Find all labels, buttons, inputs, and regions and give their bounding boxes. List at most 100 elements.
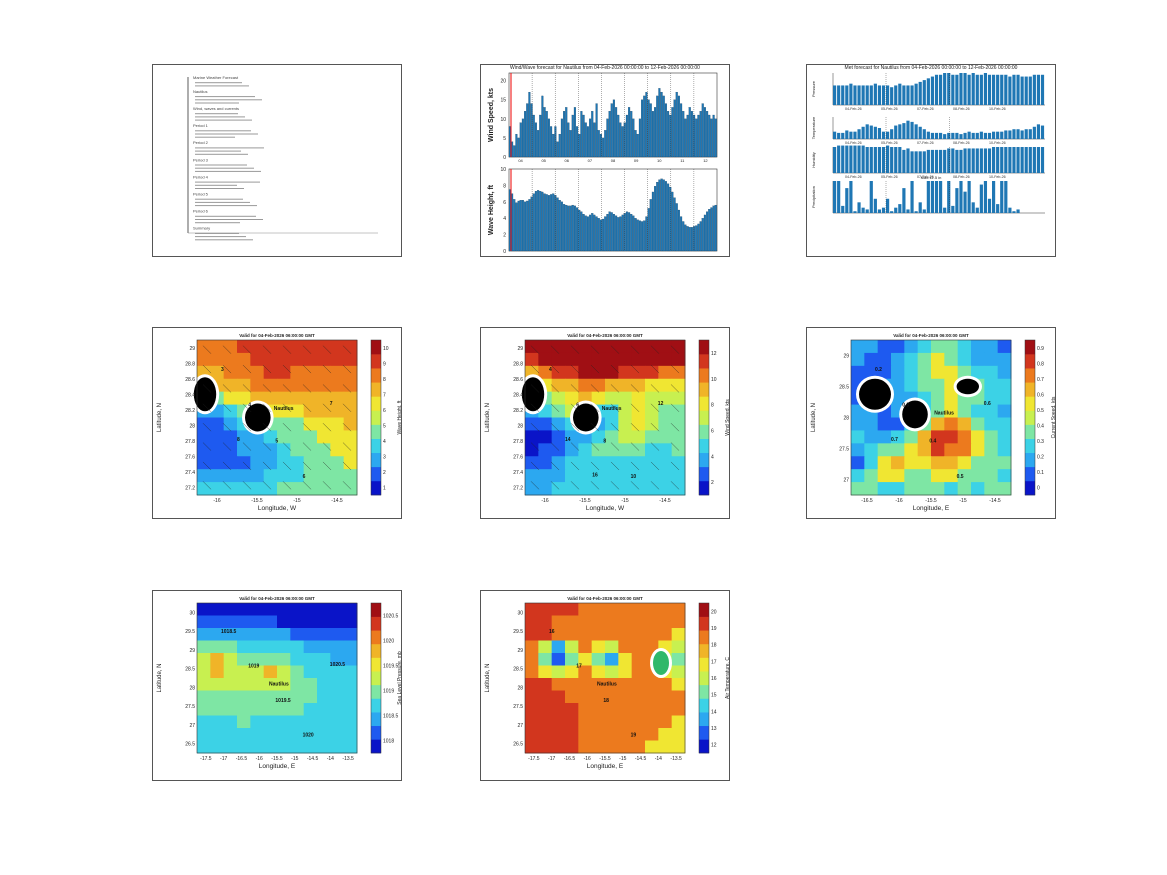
bar [604, 216, 607, 252]
bar [922, 151, 926, 173]
heatmap-cell [250, 653, 265, 666]
bar [658, 179, 661, 252]
map-frame [196, 602, 358, 754]
bar [615, 215, 618, 252]
heatmap-cell [631, 456, 646, 470]
heatmap-cell [971, 469, 985, 483]
heatmap-cell [957, 482, 972, 496]
heatmap-cell [237, 352, 251, 367]
flow-arrow [550, 345, 560, 354]
heatmap-cell [197, 740, 211, 754]
heatmap-cell [525, 640, 539, 654]
heatmap-cell [944, 404, 959, 418]
heatmap-cell [851, 365, 865, 380]
x-tick-label: 10-Feb-26 [989, 175, 1006, 179]
bar [597, 130, 600, 158]
bar [695, 225, 698, 252]
heatmap-cell [645, 690, 659, 704]
heatmap-cell [931, 352, 945, 367]
heatmap-cell [538, 340, 553, 354]
heatmap-field [197, 340, 358, 496]
heatmap-cell [525, 352, 539, 367]
x-tick-label: -14.5 [307, 756, 319, 762]
heatmap-cell [578, 653, 593, 666]
heatmap-cell [984, 352, 999, 367]
heatmap-cell [864, 482, 879, 496]
bar [861, 85, 865, 105]
heatmap-cell [303, 740, 318, 754]
heatmap-cell [971, 417, 985, 431]
bar [910, 85, 914, 105]
bar [996, 147, 1000, 173]
bar [517, 200, 520, 252]
heatmap-cell [565, 640, 579, 654]
heatmap-cell [277, 482, 291, 496]
bar [853, 85, 857, 105]
heatmap-cell [851, 404, 865, 418]
heatmap-cell [263, 615, 278, 629]
heatmap-cell [658, 615, 673, 629]
heatmap-cell [631, 628, 646, 641]
heatmap-cell [605, 653, 619, 666]
bar [881, 147, 886, 173]
heatmap-cell [223, 728, 238, 741]
bar [914, 151, 918, 173]
x-tick-label: -15.5 [251, 498, 263, 504]
heatmap-cell [290, 352, 305, 367]
heatmap-cell [997, 443, 1012, 457]
bar [959, 134, 963, 139]
heatmap-cell [330, 430, 345, 444]
colorbar-swatch [699, 671, 709, 686]
bar [545, 194, 548, 252]
colorbar-swatch [699, 739, 709, 754]
y-tick-label: 28.5 [839, 385, 849, 391]
bar [845, 85, 849, 105]
island [859, 378, 891, 410]
colorbar-swatch [699, 630, 709, 645]
contour-label: 8 [603, 438, 606, 444]
colorbar-swatch [371, 396, 381, 411]
bar [857, 202, 861, 213]
heatmap-cell [210, 678, 225, 691]
heatmap-cell [525, 678, 539, 691]
heatmap-cell [658, 378, 673, 393]
flow-arrow [222, 384, 232, 393]
colorbar-tick-label: 9 [383, 361, 386, 367]
colorbar-frame [370, 339, 382, 496]
report-text-bar [195, 136, 235, 138]
flow-arrow [262, 364, 272, 374]
bar [841, 85, 845, 105]
x-tick-label: -14.5 [659, 498, 671, 504]
heatmap-cell [330, 603, 345, 616]
y-tick-label: 29.5 [513, 629, 523, 635]
flow-arrow [282, 384, 292, 393]
bar [1024, 147, 1028, 173]
heatmap-cell [591, 628, 606, 641]
heatmap-cell [877, 430, 892, 444]
heatmap-cell [210, 340, 225, 354]
heatmap-cell [984, 391, 999, 406]
flow-arrow [282, 403, 292, 412]
bar [983, 73, 988, 105]
heatmap-cell [565, 391, 579, 406]
heatmap-cell [957, 443, 972, 457]
heatmap-cell [605, 715, 619, 729]
heatmap-cell [538, 615, 553, 629]
heatmap-cell [250, 640, 265, 654]
bar [632, 215, 635, 252]
bar [1036, 124, 1041, 139]
bar [1012, 74, 1016, 105]
heatmap-cell [851, 443, 865, 457]
report-line: Period 3 [193, 157, 209, 162]
bar [673, 99, 676, 158]
bar [710, 118, 713, 158]
colorbar-swatch [699, 684, 709, 699]
heatmap-cell [317, 665, 331, 679]
island [902, 400, 928, 429]
heatmap-cell [904, 378, 919, 393]
heatmap-cell [290, 404, 305, 418]
report-text-thumbnail: Marine Weather Forecast Nautilus Wind, wav… [187, 75, 378, 241]
flow-arrow [242, 364, 252, 374]
heatmap-cell [551, 603, 566, 616]
heatmap-cell [605, 615, 619, 629]
